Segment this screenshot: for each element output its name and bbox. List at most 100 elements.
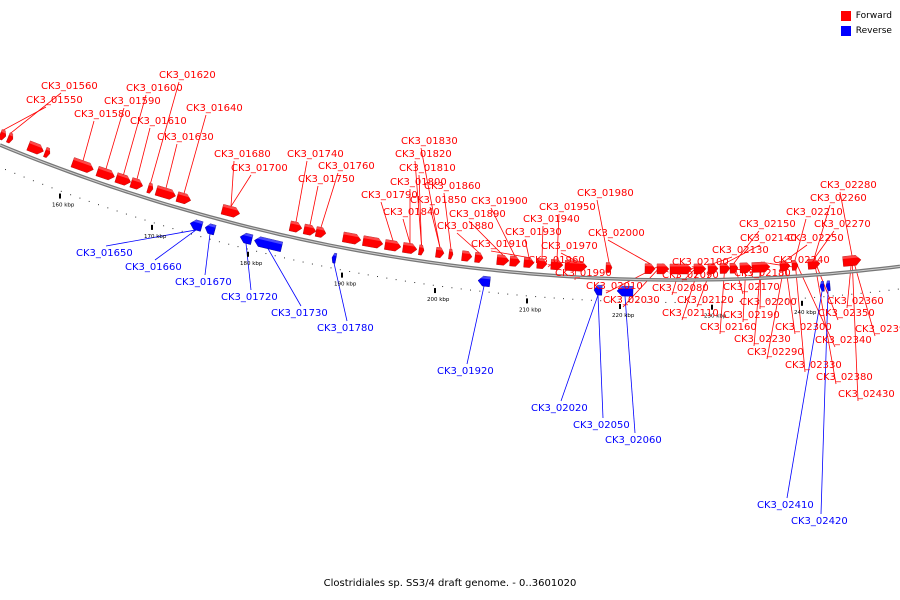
forward-label-ck3-01860[interactable]: CK3_01860 [424, 181, 481, 192]
forward-label-ck3-02360[interactable]: CK3_02360 [827, 296, 884, 307]
forward-label-ck3-01740[interactable]: CK3_01740 [287, 149, 344, 160]
forward-label-ck3-02250[interactable]: CK3_02250 [787, 233, 844, 244]
forward-label-ck3-01550[interactable]: CK3_01550 [26, 95, 83, 106]
forward-gene[interactable] [779, 260, 791, 272]
forward-label-ck3-01910[interactable]: CK3_01910 [471, 239, 528, 250]
forward-gene[interactable] [384, 239, 402, 252]
forward-gene[interactable] [435, 247, 445, 259]
forward-label-ck3-01790[interactable]: CK3_01790 [361, 190, 418, 201]
forward-label-ck3-02140[interactable]: CK3_02140 [740, 233, 797, 244]
forward-label-ck3-01590[interactable]: CK3_01590 [104, 96, 161, 107]
forward-label-ck3-01980[interactable]: CK3_01980 [577, 188, 634, 199]
forward-label-ck3-01620[interactable]: CK3_01620 [159, 70, 216, 81]
forward-gene[interactable] [448, 248, 454, 260]
forward-gene[interactable] [807, 258, 821, 270]
forward-label-ck3-02430[interactable]: CK3_02430 [838, 389, 895, 400]
reverse-label-ck3-01650[interactable]: CK3_01650 [76, 248, 133, 259]
forward-gene[interactable] [0, 129, 8, 141]
forward-label-ck3-02270[interactable]: CK3_02270 [814, 219, 871, 230]
reverse-gene[interactable] [239, 231, 254, 245]
reverse-gene[interactable] [616, 285, 634, 297]
forward-label-ck3-01750[interactable]: CK3_01750 [298, 174, 355, 185]
reverse-label-ck3-01720[interactable]: CK3_01720 [221, 292, 278, 303]
forward-gene[interactable] [550, 259, 564, 271]
forward-gene[interactable] [605, 262, 613, 273]
forward-label-ck3-02100[interactable]: CK3_02100 [672, 257, 729, 268]
forward-gene[interactable] [129, 177, 145, 191]
forward-gene[interactable] [302, 223, 317, 236]
forward-label-ck3-01610[interactable]: CK3_01610 [130, 116, 187, 127]
forward-label-ck3-02150[interactable]: CK3_02150 [739, 219, 796, 230]
reverse-label-ck3-01780[interactable]: CK3_01780 [317, 323, 374, 334]
reverse-gene[interactable] [204, 222, 217, 236]
forward-gene[interactable] [288, 220, 303, 233]
forward-gene[interactable] [175, 191, 193, 206]
forward-label-ck3-02120[interactable]: CK3_02120 [677, 295, 734, 306]
forward-gene[interactable] [114, 172, 133, 187]
forward-gene[interactable] [496, 254, 510, 266]
forward-label-ck3-01680[interactable]: CK3_01680 [214, 149, 271, 160]
forward-gene[interactable] [220, 204, 241, 218]
forward-label-ck3-02350[interactable]: CK3_02350 [818, 308, 875, 319]
forward-gene[interactable] [461, 250, 473, 262]
forward-label-ck3-02240[interactable]: CK3_02240 [773, 255, 830, 266]
forward-label-ck3-02080[interactable]: CK3_02080 [652, 283, 709, 294]
forward-label-ck3-01850[interactable]: CK3_01850 [410, 195, 467, 206]
forward-gene[interactable] [669, 263, 693, 275]
forward-label-ck3-02190[interactable]: CK3_02190 [723, 310, 780, 321]
reverse-label-ck3-02020[interactable]: CK3_02020 [531, 403, 588, 414]
forward-label-ck3-01990[interactable]: CK3_01990 [555, 268, 612, 279]
forward-gene[interactable] [751, 261, 771, 273]
forward-label-ck3-01820[interactable]: CK3_01820 [395, 149, 452, 160]
forward-gene[interactable] [418, 244, 425, 256]
reverse-gene[interactable] [825, 280, 831, 292]
forward-label-ck3-01630[interactable]: CK3_01630 [157, 132, 214, 143]
reverse-label-ck3-02050[interactable]: CK3_02050 [573, 420, 630, 431]
forward-label-ck3-02130[interactable]: CK3_02130 [712, 245, 769, 256]
forward-gene[interactable] [729, 262, 739, 274]
forward-label-ck3-02180[interactable]: CK3_02180 [734, 268, 791, 279]
forward-gene[interactable] [43, 147, 52, 158]
forward-label-ck3-01810[interactable]: CK3_01810 [399, 163, 456, 174]
forward-gene[interactable] [656, 263, 670, 275]
forward-label-ck3-02170[interactable]: CK3_02170 [723, 282, 780, 293]
forward-label-ck3-01900[interactable]: CK3_01900 [471, 196, 528, 207]
forward-label-ck3-01940[interactable]: CK3_01940 [523, 214, 580, 225]
forward-label-ck3-02160[interactable]: CK3_02160 [700, 322, 757, 333]
forward-label-ck3-01960[interactable]: CK3_01960 [528, 255, 585, 266]
forward-label-ck3-02090[interactable]: CK3_02090 [662, 270, 719, 281]
forward-label-ck3-01950[interactable]: CK3_01950 [539, 202, 596, 213]
reverse-label-ck3-01670[interactable]: CK3_01670 [175, 277, 232, 288]
forward-label-ck3-01890[interactable]: CK3_01890 [449, 209, 506, 220]
reverse-label-ck3-01730[interactable]: CK3_01730 [271, 308, 328, 319]
forward-label-ck3-01640[interactable]: CK3_01640 [186, 103, 243, 114]
forward-gene[interactable] [95, 166, 117, 181]
forward-gene[interactable] [791, 260, 799, 271]
forward-label-ck3-02290[interactable]: CK3_02290 [747, 347, 804, 358]
forward-label-ck3-01840[interactable]: CK3_01840 [383, 207, 440, 218]
forward-label-ck3-02230[interactable]: CK3_02230 [734, 334, 791, 345]
forward-gene[interactable] [341, 231, 362, 245]
forward-label-ck3-02200[interactable]: CK3_02200 [740, 297, 797, 308]
forward-label-ck3-02300[interactable]: CK3_02300 [775, 322, 832, 333]
forward-gene[interactable] [564, 260, 588, 272]
forward-label-ck3-02030[interactable]: CK3_02030 [603, 295, 660, 306]
forward-label-ck3-01830[interactable]: CK3_01830 [401, 136, 458, 147]
forward-label-ck3-02380[interactable]: CK3_02380 [816, 372, 873, 383]
forward-gene[interactable] [842, 254, 862, 267]
reverse-label-ck3-01660[interactable]: CK3_01660 [125, 262, 182, 273]
reverse-gene[interactable] [253, 235, 284, 253]
forward-label-ck3-01880[interactable]: CK3_01880 [437, 221, 494, 232]
forward-label-ck3-01700[interactable]: CK3_01700 [231, 163, 288, 174]
reverse-gene[interactable] [477, 275, 491, 288]
forward-label-ck3-01760[interactable]: CK3_01760 [318, 161, 375, 172]
reverse-label-ck3-02420[interactable]: CK3_02420 [791, 516, 848, 527]
forward-label-ck3-01930[interactable]: CK3_01930 [505, 227, 562, 238]
forward-gene[interactable] [474, 251, 484, 263]
forward-label-ck3-01970[interactable]: CK3_01970 [541, 241, 598, 252]
forward-label-ck3-02110[interactable]: CK3_02110 [662, 308, 719, 319]
forward-label-ck3-01580[interactable]: CK3_01580 [74, 109, 131, 120]
forward-gene[interactable] [6, 132, 15, 144]
forward-gene[interactable] [536, 258, 548, 269]
reverse-gene[interactable] [189, 218, 204, 232]
